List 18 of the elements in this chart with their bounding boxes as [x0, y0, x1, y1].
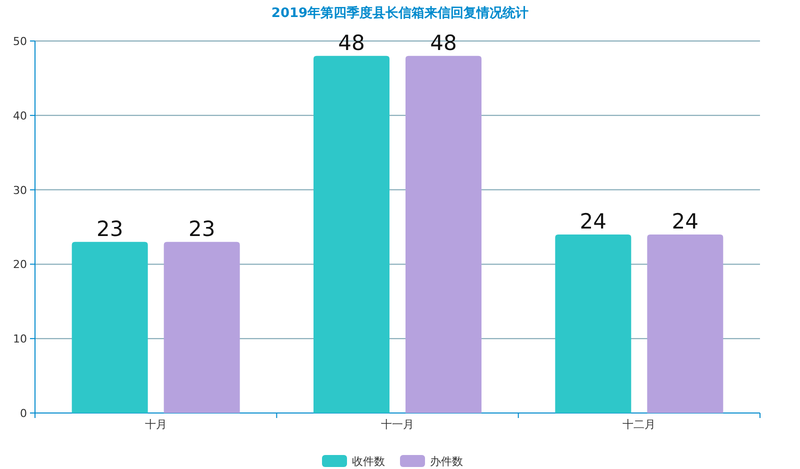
data-label: 24: [672, 209, 699, 234]
y-tick-label: 30: [13, 184, 27, 197]
data-label: 23: [188, 216, 216, 241]
y-tick-label: 0: [20, 407, 27, 420]
legend-label: 收件数: [352, 455, 385, 468]
y-tick-label: 20: [13, 258, 27, 272]
y-tick-label: 10: [13, 332, 27, 346]
title: 2019年第四季度县长信箱来信回复情况统计: [271, 6, 529, 21]
y-tick-label: 50: [13, 35, 27, 48]
data-label: 48: [338, 30, 365, 55]
y-tick-label: 40: [13, 109, 27, 122]
x-tick-label: 十一月: [381, 418, 414, 431]
data-label: 23: [96, 216, 124, 241]
x-tick-label: 十月: [144, 418, 167, 431]
x-tick-label: 十二月: [622, 418, 656, 431]
legend-label: 办件数: [430, 455, 463, 468]
data-label: 48: [430, 30, 457, 55]
data-label: 24: [580, 209, 607, 234]
